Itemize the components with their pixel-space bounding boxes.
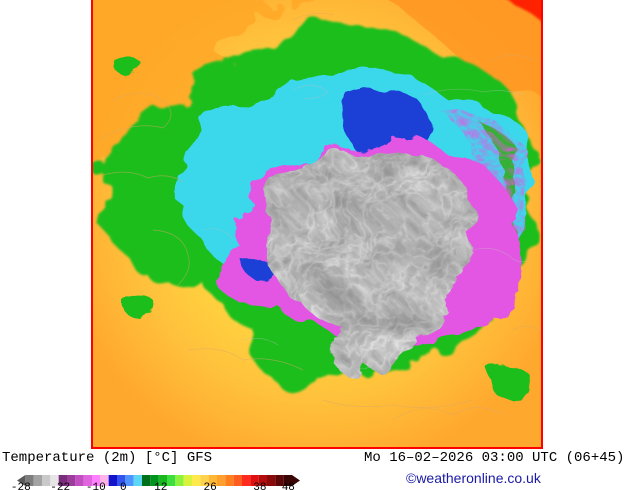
svg-text:48: 48 <box>282 482 295 490</box>
svg-text:26: 26 <box>203 482 216 490</box>
svg-text:-10: -10 <box>86 482 106 490</box>
svg-text:-28: -28 <box>11 482 31 490</box>
svg-text:12: 12 <box>154 482 167 490</box>
svg-text:38: 38 <box>253 482 266 490</box>
svg-text:-22: -22 <box>50 482 70 490</box>
svg-text:0: 0 <box>120 482 127 490</box>
